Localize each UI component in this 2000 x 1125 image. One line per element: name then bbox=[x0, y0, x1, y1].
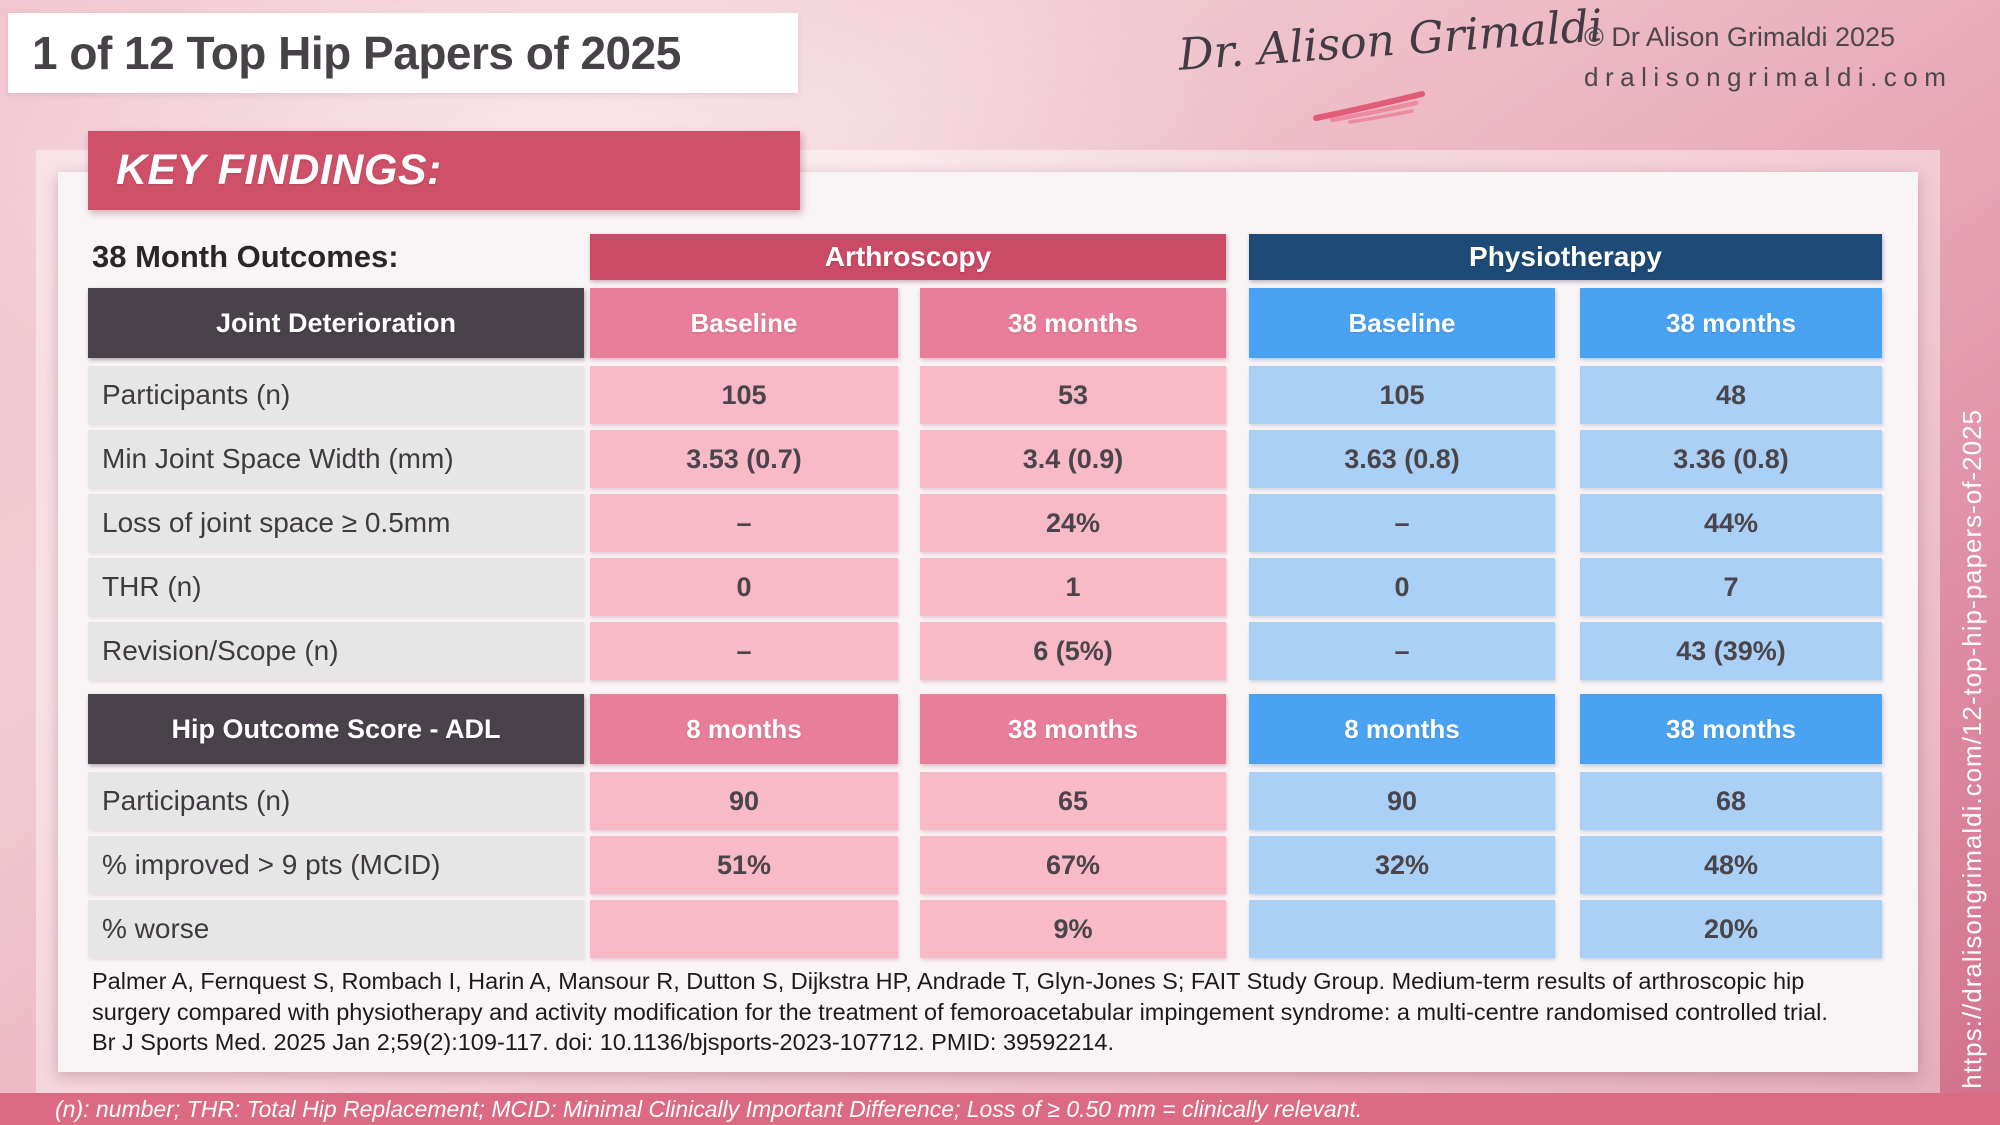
copyright-block: © Dr Alison Grimaldi 2025 dralisongrimal… bbox=[1584, 22, 1952, 93]
table-cell: – bbox=[1249, 622, 1555, 680]
table-cell: 1 bbox=[920, 558, 1226, 616]
copyright-text: © Dr Alison Grimaldi 2025 bbox=[1584, 22, 1896, 52]
table-cell: 48 bbox=[1580, 366, 1882, 424]
table-row: Participants (n) 105 53 105 48 bbox=[88, 366, 1882, 424]
table-cell: 48% bbox=[1580, 836, 1882, 894]
column-header: 38 months bbox=[1580, 694, 1882, 764]
signature-swoosh-icon bbox=[1313, 91, 1425, 124]
column-header: Baseline bbox=[1249, 288, 1555, 358]
key-findings-banner: KEY FINDINGS: bbox=[88, 131, 800, 210]
table-cell: 51% bbox=[590, 836, 898, 894]
brand-signature: Dr. Alison Grimaldi bbox=[1176, 0, 1605, 81]
table-cell: – bbox=[590, 494, 898, 552]
table-cell bbox=[590, 900, 898, 958]
table-row: Loss of joint space ≥ 0.5mm – 24% – 44% bbox=[88, 494, 1882, 552]
table-cell: 53 bbox=[920, 366, 1226, 424]
row-label: Participants (n) bbox=[88, 366, 584, 424]
table-cell: 32% bbox=[1249, 836, 1555, 894]
table-cell: – bbox=[1249, 494, 1555, 552]
table-cell: 7 bbox=[1580, 558, 1882, 616]
website-text: dralisongrimaldi.com bbox=[1584, 62, 1953, 92]
group-header-row: 38 Month Outcomes: Arthroscopy Physiothe… bbox=[88, 234, 1882, 280]
table-row: Revision/Scope (n) – 6 (5%) – 43 (39%) bbox=[88, 622, 1882, 680]
column-header: 38 months bbox=[1580, 288, 1882, 358]
table-cell: 44% bbox=[1580, 494, 1882, 552]
table-cell: – bbox=[590, 622, 898, 680]
row-label: Revision/Scope (n) bbox=[88, 622, 584, 680]
section2-header-row: Hip Outcome Score - ADL 8 months 38 mont… bbox=[88, 694, 1882, 764]
group-header-arthroscopy: Arthroscopy bbox=[590, 234, 1226, 280]
group-header-physiotherapy: Physiotherapy bbox=[1249, 234, 1882, 280]
column-header: 8 months bbox=[1249, 694, 1555, 764]
table-cell: 43 (39%) bbox=[1580, 622, 1882, 680]
column-header: 8 months bbox=[590, 694, 898, 764]
row-label: Participants (n) bbox=[88, 772, 584, 830]
page-title: 1 of 12 Top Hip Papers of 2025 bbox=[32, 27, 681, 79]
page-title-box: 1 of 12 Top Hip Papers of 2025 bbox=[8, 13, 798, 93]
table-cell: 0 bbox=[1249, 558, 1555, 616]
table-cell: 3.4 (0.9) bbox=[920, 430, 1226, 488]
row-label: Loss of joint space ≥ 0.5mm bbox=[88, 494, 584, 552]
table-cell: 3.63 (0.8) bbox=[1249, 430, 1555, 488]
table-row: % worse 9% 20% bbox=[88, 900, 1882, 958]
table-row: % improved > 9 pts (MCID) 51% 67% 32% 48… bbox=[88, 836, 1882, 894]
table-cell: 90 bbox=[590, 772, 898, 830]
outcomes-table: 38 Month Outcomes: Arthroscopy Physiothe… bbox=[88, 234, 1882, 964]
table-cell: 3.53 (0.7) bbox=[590, 430, 898, 488]
table-cell: 67% bbox=[920, 836, 1226, 894]
table-cell: 20% bbox=[1580, 900, 1882, 958]
table-caption: 38 Month Outcomes: bbox=[92, 239, 399, 274]
row-label: % worse bbox=[88, 900, 584, 958]
sidebar-url: https://dralisongrimaldi.com/12-top-hip-… bbox=[1957, 409, 1987, 1089]
table-cell: 65 bbox=[920, 772, 1226, 830]
row-label: THR (n) bbox=[88, 558, 584, 616]
table-cell: 90 bbox=[1249, 772, 1555, 830]
row-label: Min Joint Space Width (mm) bbox=[88, 430, 584, 488]
table-cell: 105 bbox=[1249, 366, 1555, 424]
footnote-text: (n): number; THR: Total Hip Replacement;… bbox=[55, 1095, 1363, 1122]
table-cell: 0 bbox=[590, 558, 898, 616]
section1-title: Joint Deterioration bbox=[88, 288, 584, 358]
row-label: % improved > 9 pts (MCID) bbox=[88, 836, 584, 894]
table-cell: 6 (5%) bbox=[920, 622, 1226, 680]
section1-header-row: Joint Deterioration Baseline 38 months B… bbox=[88, 288, 1882, 358]
table-cell: 24% bbox=[920, 494, 1226, 552]
citation-text: Palmer A, Fernquest S, Rombach I, Harin … bbox=[92, 968, 1828, 1056]
column-header: 38 months bbox=[920, 288, 1226, 358]
table-cell: 68 bbox=[1580, 772, 1882, 830]
column-header: 38 months bbox=[920, 694, 1226, 764]
table-row: Min Joint Space Width (mm) 3.53 (0.7) 3.… bbox=[88, 430, 1882, 488]
table-cell: 3.36 (0.8) bbox=[1580, 430, 1882, 488]
table-row: THR (n) 0 1 0 7 bbox=[88, 558, 1882, 616]
table-cell: 9% bbox=[920, 900, 1226, 958]
column-header: Baseline bbox=[590, 288, 898, 358]
table-row: Participants (n) 90 65 90 68 bbox=[88, 772, 1882, 830]
section2-title: Hip Outcome Score - ADL bbox=[88, 694, 584, 764]
footnote-bar: (n): number; THR: Total Hip Replacement;… bbox=[0, 1093, 2000, 1125]
table-cell bbox=[1249, 900, 1555, 958]
table-cell: 105 bbox=[590, 366, 898, 424]
